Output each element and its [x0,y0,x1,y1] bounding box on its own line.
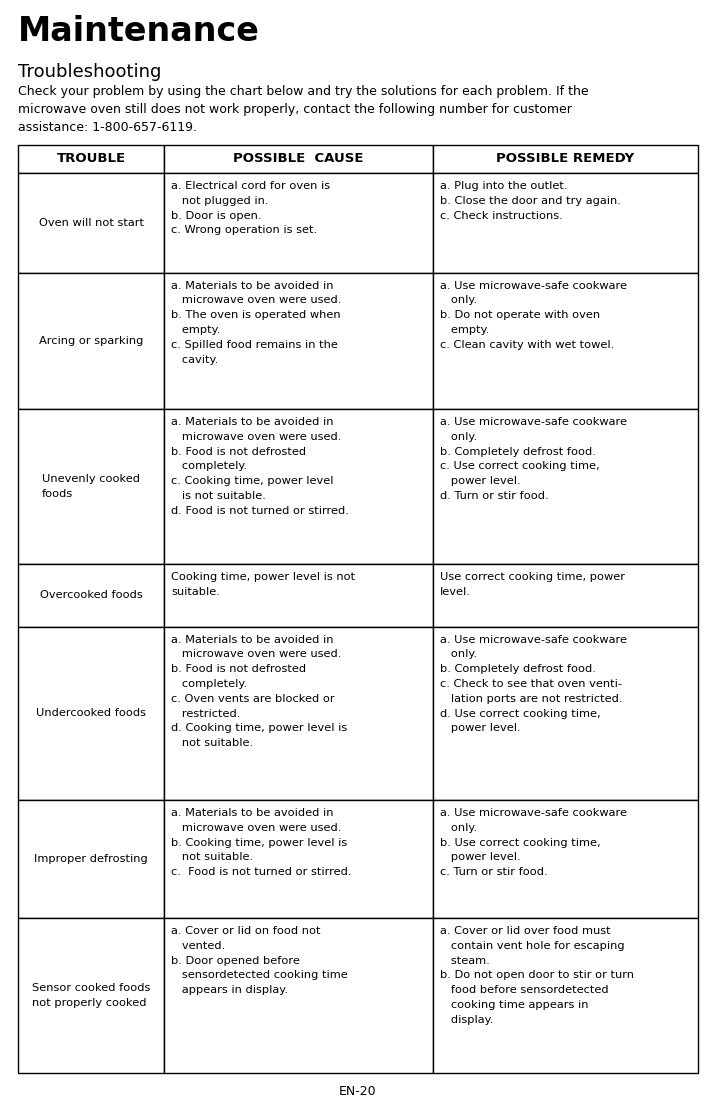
Text: Sensor cooked foods
not properly cooked: Sensor cooked foods not properly cooked [32,983,150,1008]
Bar [18,173,164,272]
Text: a. Cover or lid on food not
   vented.
b. Door opened before
   sensordetected c: a. Cover or lid on food not vented. b. D… [171,926,348,995]
Bar [432,272,698,408]
Bar [432,408,698,564]
Bar [18,626,164,800]
Text: assistance: 1-800-657-6119.: assistance: 1-800-657-6119. [18,121,197,134]
Text: microwave oven still does not work properly, contact the following number for cu: microwave oven still does not work prope… [18,103,572,116]
Text: Undercooked foods: Undercooked foods [36,709,146,719]
Text: Unevenly cooked
foods: Unevenly cooked foods [42,474,140,499]
Bar [432,173,698,272]
Bar [432,918,698,1072]
Text: Arcing or sparking: Arcing or sparking [39,336,143,346]
Bar [432,564,698,626]
Text: Overcooked foods: Overcooked foods [39,590,142,600]
Text: a. Electrical cord for oven is
   not plugged in.
b. Door is open.
c. Wrong oper: a. Electrical cord for oven is not plugg… [171,181,330,235]
Text: a. Materials to be avoided in
   microwave oven were used.
b. The oven is operat: a. Materials to be avoided in microwave … [171,280,342,365]
Text: Maintenance: Maintenance [18,15,260,48]
Text: a. Materials to be avoided in
   microwave oven were used.
b. Food is not defros: a. Materials to be avoided in microwave … [171,417,349,516]
Text: a. Plug into the outlet.
b. Close the door and try again.
c. Check instructions.: a. Plug into the outlet. b. Close the do… [440,181,621,221]
Bar [164,564,432,626]
Text: Use correct cooking time, power
level.: Use correct cooking time, power level. [440,573,625,597]
Text: a. Use microwave-safe cookware
   only.
b. Do not operate with oven
   empty.
c.: a. Use microwave-safe cookware only. b. … [440,280,626,349]
Bar [18,800,164,918]
Text: a. Use microwave-safe cookware
   only.
b. Completely defrost food.
c. Use corre: a. Use microwave-safe cookware only. b. … [440,417,626,501]
Text: POSSIBLE  CAUSE: POSSIBLE CAUSE [233,153,364,165]
Text: Oven will not start: Oven will not start [39,218,144,228]
Text: a. Use microwave-safe cookware
   only.
b. Use correct cooking time,
   power le: a. Use microwave-safe cookware only. b. … [440,808,626,877]
Text: a. Cover or lid over food must
   contain vent hole for escaping
   steam.
b. Do: a. Cover or lid over food must contain v… [440,926,634,1024]
Bar [432,800,698,918]
Text: Improper defrosting: Improper defrosting [34,854,148,864]
Text: TROUBLE: TROUBLE [57,153,126,165]
Text: Cooking time, power level is not
suitable.: Cooking time, power level is not suitabl… [171,573,355,597]
Bar [18,145,164,173]
Bar [164,145,432,173]
Text: a. Materials to be avoided in
   microwave oven were used.
b. Food is not defros: a. Materials to be avoided in microwave … [171,635,347,748]
Bar [432,145,698,173]
Bar [164,173,432,272]
Text: a. Materials to be avoided in
   microwave oven were used.
b. Cooking time, powe: a. Materials to be avoided in microwave … [171,808,352,877]
Bar [18,272,164,408]
Text: Troubleshooting: Troubleshooting [18,62,161,81]
Text: POSSIBLE REMEDY: POSSIBLE REMEDY [496,153,634,165]
Bar [164,408,432,564]
Bar [164,918,432,1072]
Text: Check your problem by using the chart below and try the solutions for each probl: Check your problem by using the chart be… [18,85,589,98]
Text: a. Use microwave-safe cookware
   only.
b. Completely defrost food.
c. Check to : a. Use microwave-safe cookware only. b. … [440,635,626,733]
Bar [164,272,432,408]
Bar [432,626,698,800]
Bar [18,408,164,564]
Bar [18,918,164,1072]
Bar [18,564,164,626]
Bar [164,626,432,800]
Text: EN-20: EN-20 [339,1085,377,1098]
Bar [164,800,432,918]
